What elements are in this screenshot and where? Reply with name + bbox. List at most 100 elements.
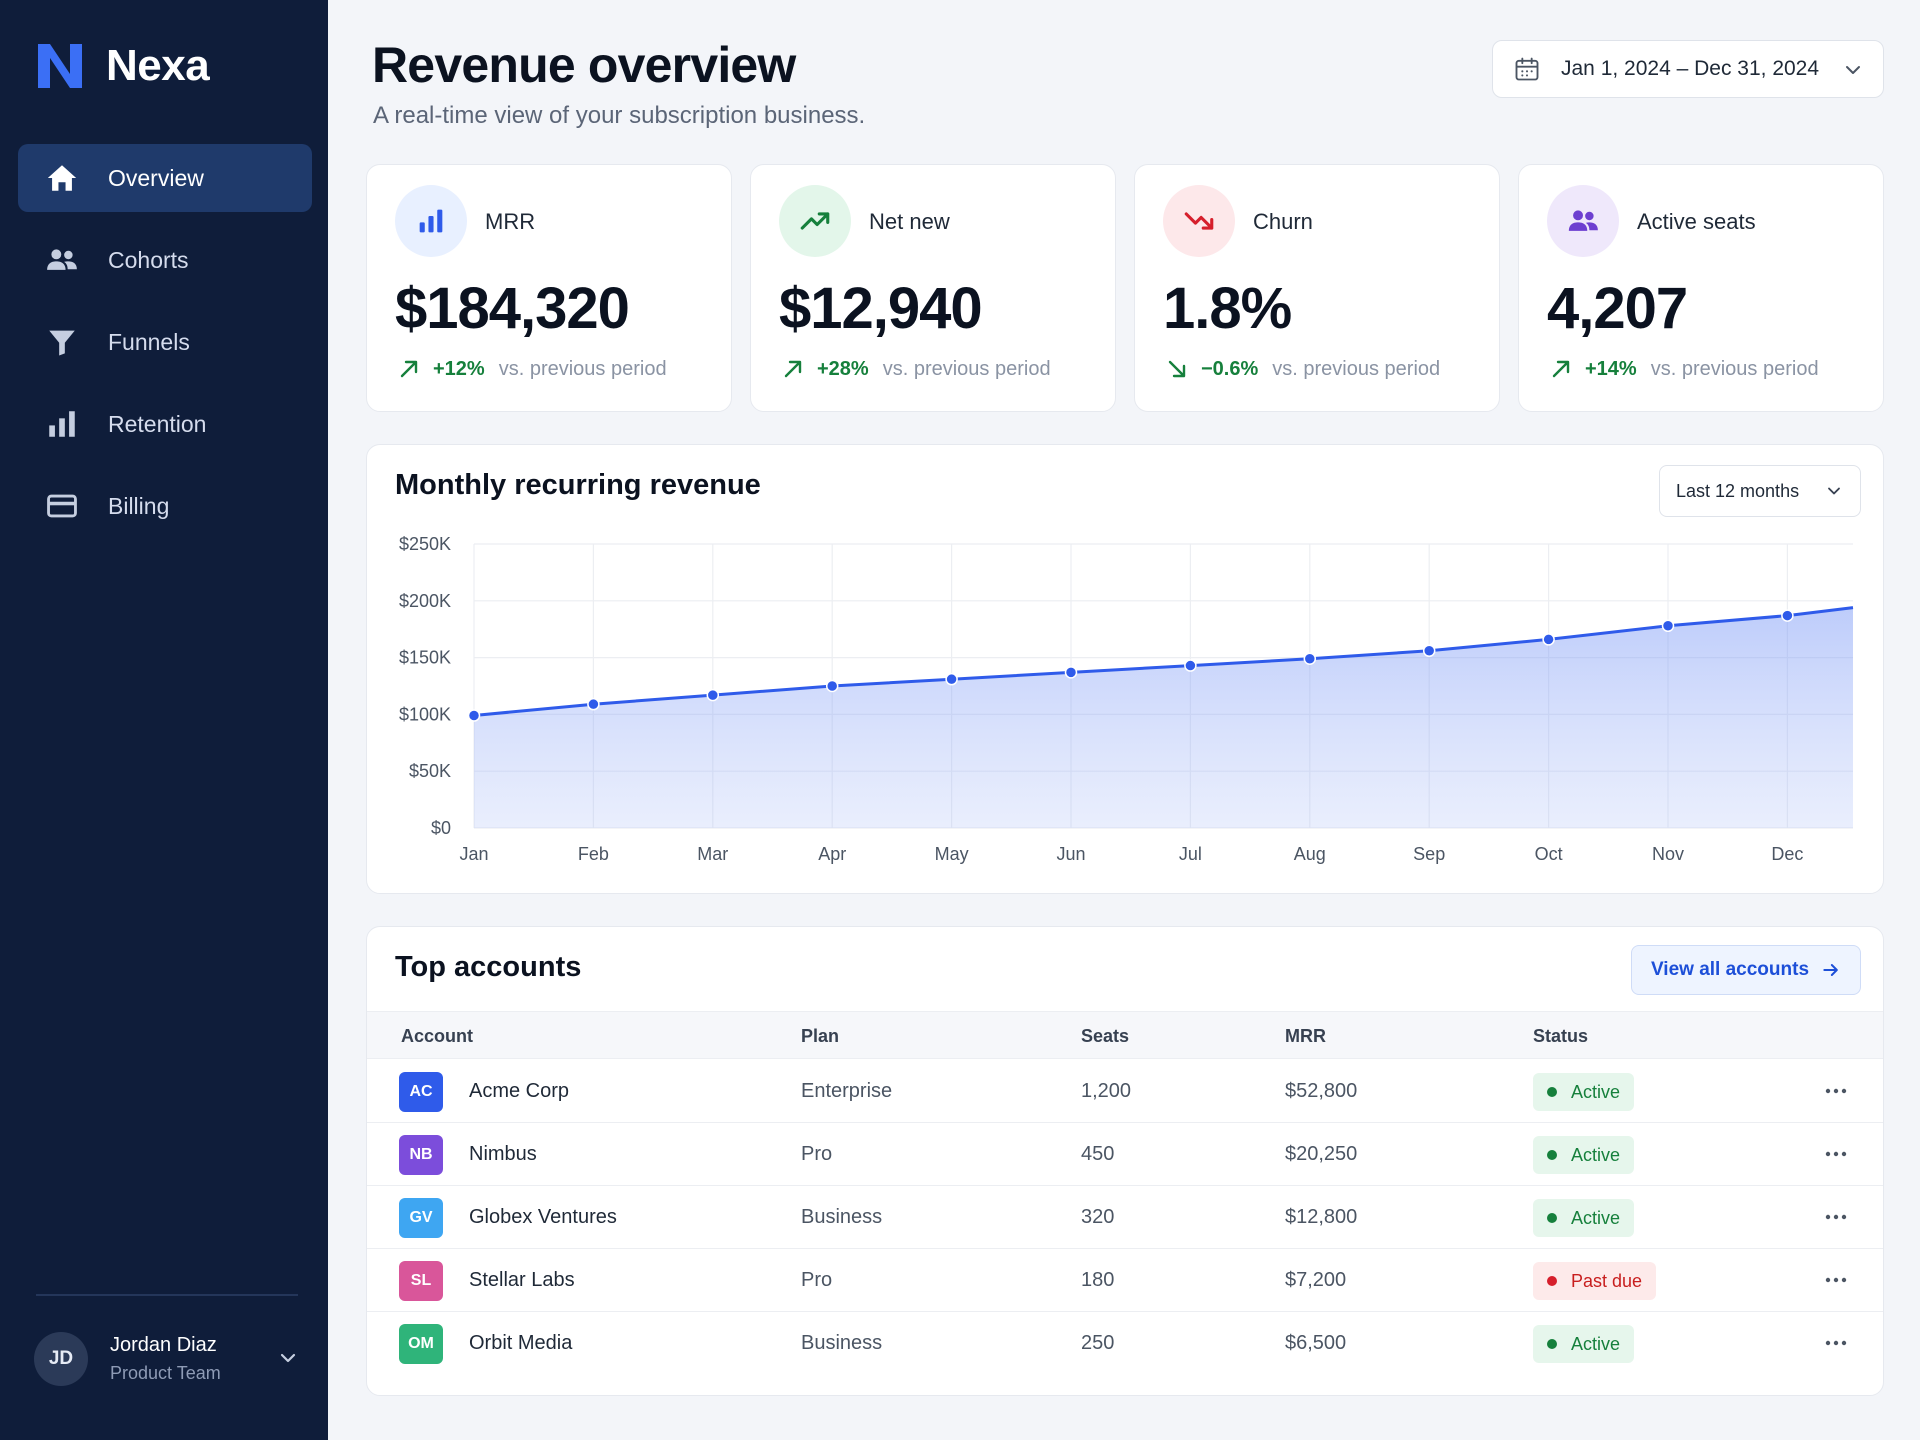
- view-all-label: View all accounts: [1650, 959, 1810, 980]
- data-point: [1303, 652, 1317, 665]
- account-mrr: $12,800: [1285, 1206, 1358, 1228]
- table-row[interactable]: OM Orbit Media Business 250 $6,500 Activ…: [367, 1312, 1883, 1375]
- x-tick-label: Jun: [1056, 844, 1085, 864]
- account-seats: 1,200: [1081, 1080, 1132, 1102]
- sidebar-item-overview[interactable]: Overview: [18, 144, 312, 212]
- row-more-button[interactable]: [1819, 1265, 1853, 1295]
- account-seats: 320: [1081, 1206, 1115, 1228]
- status-badge: Active: [1533, 1199, 1635, 1237]
- account-mrr: $20,250: [1285, 1143, 1358, 1165]
- account-avatar: GV: [399, 1198, 443, 1238]
- table-row[interactable]: GV Globex Ventures Business 320 $12,800 …: [367, 1186, 1883, 1249]
- data-point: [825, 679, 839, 693]
- kpi-card-mrr[interactable]: MRR $184,320 +12% vs. previous period: [366, 164, 732, 412]
- range-select[interactable]: Last 12 months: [1659, 465, 1861, 517]
- account-name[interactable]: Acme Corp: [469, 1080, 570, 1102]
- account-avatar: AC: [399, 1072, 443, 1112]
- chevron-down-icon: [1846, 66, 1860, 74]
- sidebar-item-label: Retention: [108, 410, 207, 437]
- kpi-comparison: vs. previous period: [498, 357, 667, 380]
- x-tick-label: Aug: [1294, 844, 1326, 864]
- more-horizontal-icon: [1825, 1151, 1847, 1157]
- y-tick-label: $50K: [409, 761, 451, 781]
- range-select-value: Last 12 months: [1676, 480, 1800, 501]
- account-name[interactable]: Orbit Media: [469, 1332, 573, 1354]
- arrow-up-right-icon: [400, 360, 418, 378]
- x-tick-label: Sep: [1413, 844, 1445, 864]
- x-tick-label: Nov: [1652, 844, 1684, 864]
- data-point: [1542, 633, 1555, 646]
- sidebar-item-funnels[interactable]: Funnels: [18, 308, 312, 376]
- sidebar-item-label: Funnels: [108, 328, 190, 355]
- y-tick-label: $100K: [399, 704, 451, 724]
- sidebar-item-billing[interactable]: Billing: [18, 472, 312, 540]
- chevron-down-icon: [280, 1353, 296, 1363]
- brand[interactable]: Nexa: [34, 40, 210, 92]
- kpi-comparison: vs. previous period: [882, 357, 1051, 380]
- trending-up-icon: [779, 185, 851, 257]
- account-mrr: $52,800: [1285, 1080, 1358, 1102]
- table-row[interactable]: SL Stellar Labs Pro 180 $7,200 Past due: [367, 1249, 1883, 1312]
- column-header-mrr[interactable]: MRR: [1285, 1026, 1326, 1046]
- kpi-trend: +14% vs. previous period: [1549, 357, 1819, 381]
- bar-chart-icon: [395, 185, 467, 257]
- mrr-chart: $0 $50K $100K $150K $200K $250K Jan Feb Mar Apr Ma…: [399, 534, 1854, 864]
- row-more-button[interactable]: [1819, 1139, 1853, 1169]
- sidebar-item-label: Billing: [108, 492, 170, 519]
- account-name[interactable]: Globex Ventures: [469, 1206, 617, 1228]
- sidebar: Nexa Overview Cohorts Funnels Retention: [0, 0, 328, 1440]
- x-tick-label: Dec: [1771, 844, 1803, 864]
- table-row[interactable]: AC Acme Corp Enterprise 1,200 $52,800 Ac…: [367, 1060, 1883, 1123]
- date-range-value: Jan 1, 2024 – Dec 31, 2024: [1561, 57, 1820, 80]
- mrr-chart-card: $0 $50K $100K $150K $200K $250K Jan Feb Mar Apr Ma…: [366, 444, 1884, 894]
- x-tick-label: Feb: [578, 844, 609, 864]
- row-more-button[interactable]: [1819, 1076, 1853, 1106]
- mrr-area-fill: [474, 607, 1853, 828]
- page-title: Revenue overview: [372, 37, 796, 93]
- sidebar-item-label: Overview: [108, 164, 204, 191]
- page-subtitle: A real-time view of your subscription bu…: [373, 102, 866, 129]
- account-name[interactable]: Stellar Labs: [469, 1269, 575, 1291]
- top-accounts-card: Top accounts View all accounts Account P…: [366, 926, 1884, 1396]
- kpi-card-churn[interactable]: Churn 1.8% −0.6% vs. previous period: [1134, 164, 1500, 412]
- home-icon: [44, 160, 80, 196]
- sidebar-item-retention[interactable]: Retention: [18, 390, 312, 458]
- kpi-delta: +14%: [1585, 357, 1637, 380]
- view-all-accounts-button[interactable]: View all accounts: [1631, 945, 1861, 995]
- column-header-account[interactable]: Account: [401, 1026, 473, 1046]
- date-range-picker[interactable]: Jan 1, 2024 – Dec 31, 2024: [1492, 40, 1884, 98]
- status-label: Active: [1571, 1081, 1621, 1102]
- user-name: Jordan Diaz: [110, 1334, 217, 1356]
- data-point: [1661, 619, 1675, 633]
- x-tick-label: Jul: [1179, 844, 1202, 864]
- kpi-label: Net new: [869, 209, 950, 234]
- account-name[interactable]: Nimbus: [469, 1143, 537, 1165]
- column-header-status[interactable]: Status: [1533, 1026, 1589, 1046]
- arrow-up-right-icon: [1552, 360, 1570, 378]
- account-mrr: $6,500: [1285, 1332, 1347, 1354]
- kpi-card-active-seats[interactable]: Active seats 4,207 +14% vs. previous per…: [1518, 164, 1884, 412]
- kpi-card-net-new[interactable]: Net new $12,940 +28% vs. previous period: [750, 164, 1116, 412]
- kpi-value: 4,207: [1547, 276, 1688, 341]
- status-dot: [1547, 1339, 1557, 1349]
- logo-icon: [38, 44, 82, 88]
- arrow-down-right-icon: [1168, 360, 1186, 378]
- user-menu[interactable]: JD Jordan Diaz Product Team: [34, 1328, 304, 1390]
- arrow-right-icon: [1823, 964, 1838, 976]
- table-row[interactable]: NB Nimbus Pro 450 $20,250 Active: [367, 1123, 1883, 1186]
- chevron-down-icon: [1828, 487, 1840, 495]
- data-point: [1781, 609, 1794, 622]
- row-more-button[interactable]: [1819, 1328, 1853, 1358]
- row-more-button[interactable]: [1819, 1202, 1853, 1232]
- kpi-label: Active seats: [1637, 209, 1756, 234]
- account-avatar: NB: [399, 1135, 443, 1175]
- account-plan: Pro: [801, 1269, 833, 1291]
- x-tick-label: Jan: [459, 844, 488, 864]
- column-header-plan[interactable]: Plan: [801, 1026, 840, 1046]
- y-tick-label: $250K: [399, 534, 451, 554]
- more-horizontal-icon: [1825, 1277, 1847, 1283]
- status-badge: Active: [1533, 1325, 1635, 1363]
- kpi-value: $12,940: [779, 276, 983, 341]
- sidebar-item-cohorts[interactable]: Cohorts: [18, 226, 312, 294]
- column-header-seats[interactable]: Seats: [1081, 1026, 1130, 1046]
